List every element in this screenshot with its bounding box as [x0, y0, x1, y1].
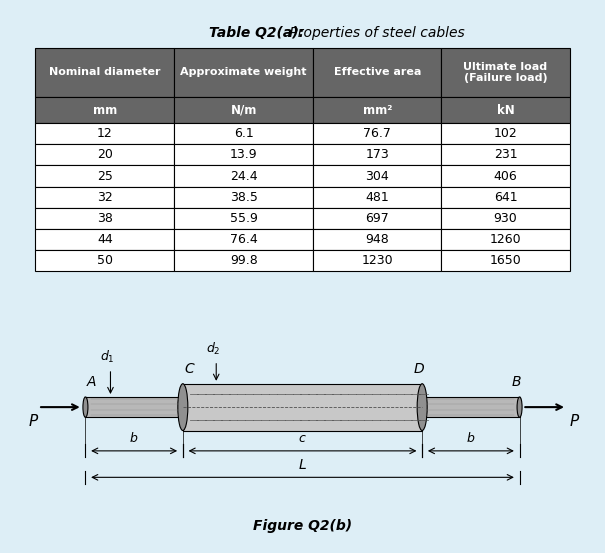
Bar — [442, 144, 570, 165]
Bar — [35, 250, 174, 272]
Bar — [174, 165, 313, 187]
Text: mm: mm — [93, 103, 117, 117]
Text: 32: 32 — [97, 191, 113, 204]
Text: 1230: 1230 — [362, 254, 393, 267]
Text: Approximate weight: Approximate weight — [180, 67, 307, 77]
Bar — [313, 229, 442, 250]
Text: 99.8: 99.8 — [230, 254, 258, 267]
Text: 76.7: 76.7 — [364, 127, 391, 140]
Ellipse shape — [83, 397, 88, 418]
Text: 231: 231 — [494, 148, 517, 161]
Text: Effective area: Effective area — [333, 67, 421, 77]
Text: 948: 948 — [365, 233, 389, 246]
Bar — [313, 165, 442, 187]
Text: 641: 641 — [494, 191, 517, 204]
Text: Properties of steel cables: Properties of steel cables — [285, 25, 465, 40]
Bar — [174, 48, 313, 97]
Text: 1260: 1260 — [489, 233, 522, 246]
Text: Table Q2(a):: Table Q2(a): — [209, 25, 304, 40]
Text: 76.4: 76.4 — [230, 233, 258, 246]
Text: 12: 12 — [97, 127, 113, 140]
Bar — [442, 48, 570, 97]
Bar — [313, 123, 442, 144]
Text: D: D — [414, 362, 425, 375]
Text: Nominal diameter: Nominal diameter — [49, 67, 160, 77]
Bar — [183, 384, 422, 431]
Bar — [35, 97, 174, 123]
Text: 930: 930 — [494, 212, 517, 225]
Text: 13.9: 13.9 — [230, 148, 258, 161]
Text: C: C — [185, 362, 194, 375]
Bar — [442, 97, 570, 123]
Bar — [174, 144, 313, 165]
Bar — [442, 229, 570, 250]
Bar — [442, 123, 570, 144]
Bar — [174, 97, 313, 123]
Text: P: P — [570, 414, 579, 430]
Text: $d_1$: $d_1$ — [100, 349, 114, 366]
Text: 50: 50 — [97, 254, 113, 267]
Text: Ultimate load
(Failure load): Ultimate load (Failure load) — [463, 62, 548, 84]
Bar — [85, 397, 183, 418]
Text: $L$: $L$ — [298, 458, 307, 472]
Text: 20: 20 — [97, 148, 113, 161]
Text: Figure Q2(b): Figure Q2(b) — [253, 519, 352, 533]
Text: 481: 481 — [365, 191, 389, 204]
Ellipse shape — [178, 384, 188, 431]
Bar — [174, 123, 313, 144]
Text: B: B — [512, 375, 522, 389]
Bar — [35, 187, 174, 208]
Text: 697: 697 — [365, 212, 389, 225]
Text: $d_2$: $d_2$ — [206, 341, 220, 357]
Text: kN: kN — [497, 103, 514, 117]
Bar — [442, 165, 570, 187]
Text: $c$: $c$ — [298, 432, 307, 445]
Bar — [422, 397, 520, 418]
Bar — [35, 48, 174, 97]
Bar — [174, 208, 313, 229]
Text: 25: 25 — [97, 170, 113, 182]
Text: 24.4: 24.4 — [230, 170, 258, 182]
Bar — [35, 144, 174, 165]
Text: 38: 38 — [97, 212, 113, 225]
Text: $b$: $b$ — [466, 431, 476, 445]
Bar — [174, 229, 313, 250]
Text: 173: 173 — [365, 148, 389, 161]
Bar — [313, 144, 442, 165]
Bar — [174, 187, 313, 208]
Bar — [313, 48, 442, 97]
Text: mm²: mm² — [362, 103, 392, 117]
Text: $b$: $b$ — [129, 431, 139, 445]
Text: 55.9: 55.9 — [230, 212, 258, 225]
Bar — [442, 250, 570, 272]
Text: 406: 406 — [494, 170, 517, 182]
Bar — [35, 165, 174, 187]
Bar — [35, 229, 174, 250]
Bar — [313, 97, 442, 123]
Text: P: P — [28, 414, 38, 430]
Bar — [442, 208, 570, 229]
Text: 38.5: 38.5 — [230, 191, 258, 204]
Bar — [313, 250, 442, 272]
Text: 102: 102 — [494, 127, 517, 140]
Ellipse shape — [417, 384, 427, 431]
Text: A: A — [87, 375, 96, 389]
Bar — [35, 208, 174, 229]
Bar — [442, 187, 570, 208]
Bar — [35, 123, 174, 144]
Text: 1650: 1650 — [489, 254, 522, 267]
Text: 44: 44 — [97, 233, 113, 246]
Text: 6.1: 6.1 — [234, 127, 253, 140]
Text: 304: 304 — [365, 170, 389, 182]
Bar — [313, 208, 442, 229]
Bar — [174, 250, 313, 272]
Bar — [313, 187, 442, 208]
Ellipse shape — [517, 397, 522, 418]
Text: N/m: N/m — [231, 103, 257, 117]
